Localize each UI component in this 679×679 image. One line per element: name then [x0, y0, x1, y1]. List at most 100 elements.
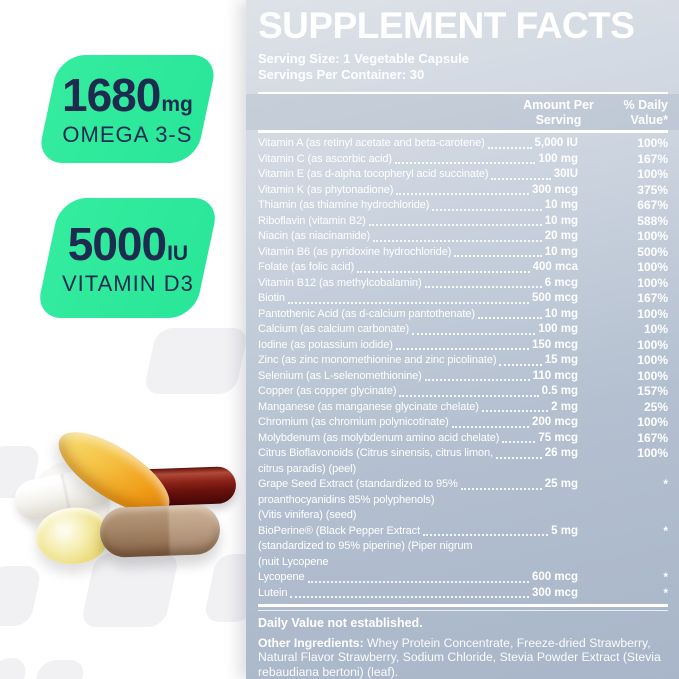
nutrient-amount: 110 mcg	[532, 369, 578, 382]
dot-leader	[307, 580, 529, 583]
nutrient-amount: 75 mcg	[538, 431, 578, 444]
table-row: Calcium (as calcium carbonate) 100 mg 10…	[258, 322, 668, 338]
nutrient-name: Folate (as folic acid)	[258, 261, 355, 273]
nutrient-daily-value: 100%	[637, 136, 668, 150]
dot-leader	[373, 239, 542, 242]
nutrient-name: Grape Seed Extract (standardized to 95%	[258, 478, 458, 490]
badge-omega3-value: 1680	[62, 69, 161, 121]
nutrient-amount: 30IU	[553, 168, 578, 180]
nutrient-amount: 15 mg	[544, 354, 578, 366]
dot-leader	[399, 394, 539, 397]
table-row: Vitamin E (as d-alpha tocopheryl acid su…	[258, 167, 668, 183]
badge-omega3-content: 1680 mg OMEGA 3-S	[62, 69, 193, 147]
table-row: Zinc (as zinc monomethionine and zinc pi…	[258, 353, 668, 369]
table-row: Vitamin A (as retinyl acetate and beta-c…	[258, 136, 668, 152]
nutrient-name: Zinc (as zinc monomethionine and zinc pi…	[258, 354, 497, 366]
nutrient-amount: 10 mg	[544, 199, 578, 211]
dot-leader	[394, 162, 536, 164]
servings-per-container: Servings Per Container: 30	[258, 67, 425, 82]
nutrient-amount: 2 mg	[551, 400, 578, 413]
badge-d3-value: 5000	[67, 218, 166, 270]
nutrient-daily-value: 100%	[637, 446, 668, 460]
badge-omega3: 1680 mg OMEGA 3-S	[36, 55, 219, 163]
nutrient-amount: 300 mcg	[531, 183, 578, 196]
nutrient-name: Vitamin K (as phytonadione)	[258, 183, 394, 196]
nutrient-name: BioPerine® (Black Pepper Extract	[258, 524, 421, 537]
table-row: Citrus Bioflavonoids (Citrus sinensis, c…	[258, 446, 668, 477]
brown-capsule	[99, 503, 221, 559]
nutrient-name: Lutein	[258, 586, 288, 599]
table-row: Vitamin C (as ascorbic acid) 100 mg 167%	[258, 152, 668, 168]
dot-leader	[460, 487, 542, 490]
nutrient-amount: 500 mcg	[531, 292, 578, 304]
table-row: Riboflavin (vitamin B2) 10 mg 588%	[258, 214, 668, 230]
nutrient-daily-value: *	[663, 585, 668, 600]
table-row: Folate (as folic acid) 400 mca 100%	[258, 260, 668, 276]
decor-shape	[31, 660, 87, 679]
nutrient-daily-value: 10%	[643, 322, 668, 336]
table-row: Biotin 500 mcg 167%	[258, 291, 668, 307]
divider-double	[258, 604, 668, 611]
nutrient-name: Vitamin B12 (as methylcobalamin)	[258, 276, 422, 289]
nutrient-amount: 5 mg	[551, 524, 578, 537]
column-header-daily-value: % Daily Value*	[623, 98, 668, 127]
nutrient-daily-value: *	[663, 570, 668, 584]
dot-leader	[432, 208, 542, 211]
nutrient-name: Selenium (as L-selenomethionine)	[258, 369, 422, 382]
nutrient-daily-value: 100%	[637, 275, 668, 290]
table-row: Lutein 300 mcg *	[258, 586, 668, 602]
dot-leader	[290, 596, 529, 598]
nutrient-name: Biotin	[258, 292, 285, 304]
nutrient-daily-value: 100%	[637, 415, 668, 429]
nutrient-amount: 100 mg	[538, 323, 578, 335]
dot-leader	[502, 441, 536, 443]
nutrient-daily-value: 100%	[637, 368, 668, 383]
daily-value-footnote: Daily Value not established.	[258, 616, 423, 630]
nutrient-amount: 25 mg	[544, 478, 578, 490]
nutrient-amount: 5,000 IU	[534, 137, 578, 149]
nutrient-name: Vitamin B6 (as pyridoxine hydrochloride)	[258, 245, 452, 258]
dot-leader	[357, 270, 530, 273]
nutrient-amount: 300 mcg	[531, 586, 578, 599]
nutrient-daily-value: 167%	[637, 151, 668, 166]
nutrient-daily-value: *	[663, 477, 668, 491]
dot-leader	[477, 317, 542, 319]
table-row: Manganese (as manganese glycinate chelat…	[258, 400, 668, 416]
dot-leader	[481, 410, 549, 412]
decor-shape	[0, 658, 29, 679]
nutrient-daily-value: *	[663, 523, 668, 538]
nutrient-daily-value: 167%	[637, 430, 668, 445]
table-row: Iodine (as potassium iodide) 150 mcg 100…	[258, 338, 668, 354]
dot-leader	[451, 425, 529, 428]
nutrient-amount: 600 mcg	[531, 571, 578, 583]
dot-leader	[395, 348, 529, 350]
decor-shape	[80, 553, 180, 627]
nutrient-name: Lycopene	[258, 571, 305, 583]
badge-omega3-unit: mg	[161, 93, 193, 116]
table-row: BioPerine® (Black Pepper Extract 5 mg (s…	[258, 524, 668, 571]
nutrient-daily-value: 667%	[637, 198, 668, 212]
table-row-continuation: citrus paradis) (peel)	[258, 462, 357, 475]
nutrient-amount: 10 mg	[544, 214, 578, 227]
nutrient-daily-value: 375%	[637, 182, 668, 197]
dot-leader	[424, 286, 542, 288]
nutrient-name: Citrus Bioflavonoids (Citrus sinensis, c…	[258, 447, 494, 459]
badge-vitamin-d3-content: 5000 IU VITAMIN D3	[62, 218, 194, 296]
nutrient-amount: 400 mca	[532, 261, 578, 273]
nutrient-amount: 150 mcg	[531, 338, 578, 351]
dot-leader	[287, 301, 529, 304]
nutrient-daily-value: 100%	[637, 260, 668, 274]
dot-leader	[424, 379, 530, 381]
nutrient-name: Calcium (as calcium carbonate)	[258, 323, 410, 335]
nutrient-name: Chromium (as chromium polynicotinate)	[258, 416, 449, 428]
nutrient-name: Molybdenum (as molybdenum amino acid che…	[258, 431, 500, 444]
table-row: Selenium (as L-selenomethionine) 110 mcg…	[258, 369, 668, 385]
dot-leader	[412, 332, 536, 335]
dot-leader	[499, 363, 542, 366]
table-row: Pantothenic Acid (as d-calcium pantothen…	[258, 307, 668, 323]
table-row-continuation: (standardized to 95% piperine) (Piper ni…	[258, 540, 473, 552]
badge-d3-unit: IU	[166, 242, 188, 265]
nutrient-name: Riboflavin (vitamin B2)	[258, 214, 366, 227]
panel-title: SUPPLEMENT FACTS	[258, 5, 635, 46]
